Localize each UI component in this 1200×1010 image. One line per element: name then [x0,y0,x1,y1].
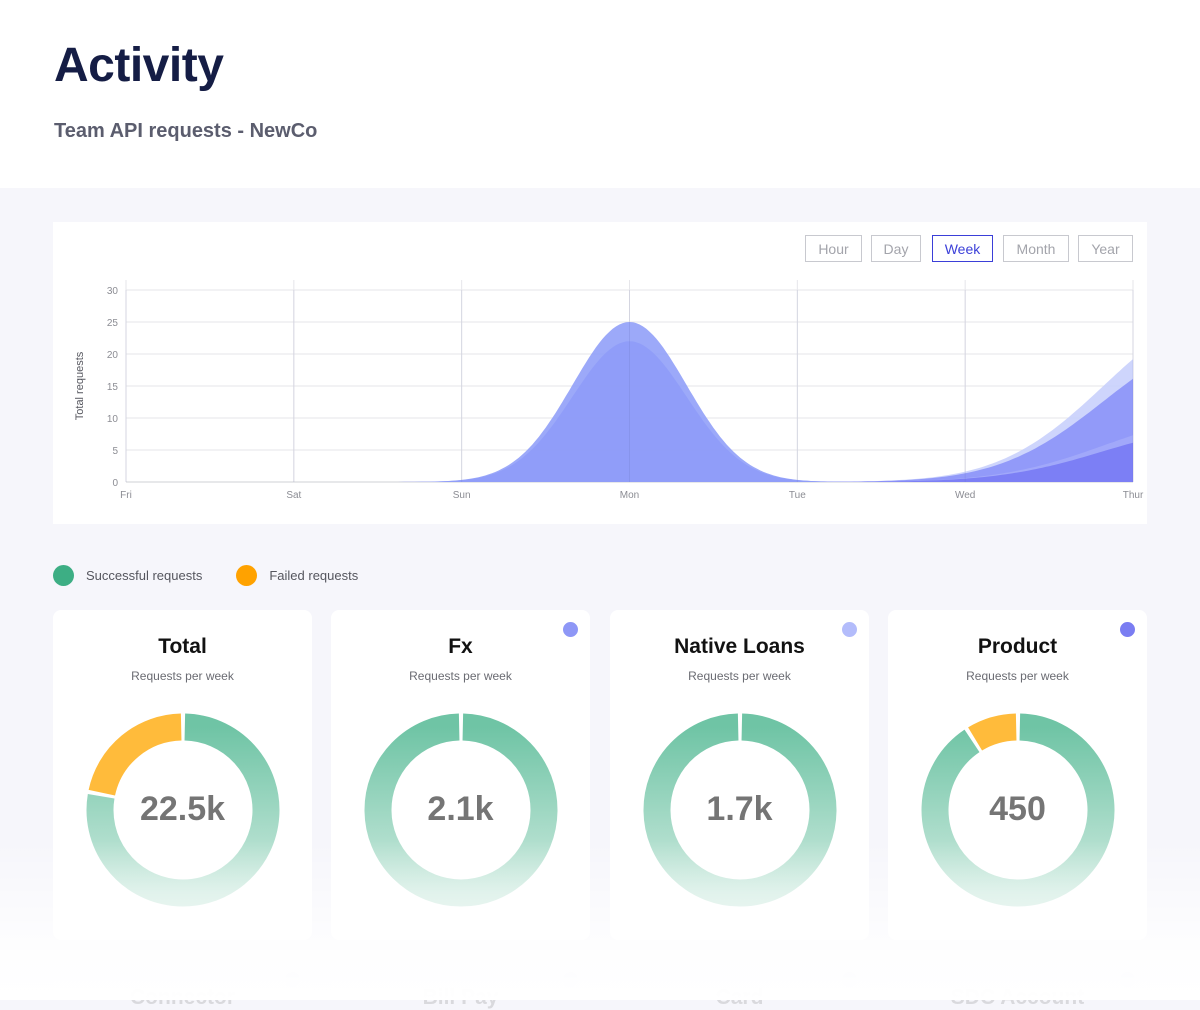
range-year-button[interactable]: Year [1078,235,1133,262]
range-month-button[interactable]: Month [1003,235,1069,262]
y-tick-label: 20 [107,350,119,361]
series-color-dot [842,972,857,987]
donut-value: 1.7k [706,790,773,828]
series-color-dot [563,622,578,637]
card-subtitle: Requests per week [966,669,1069,683]
y-tick-label: 15 [107,382,119,393]
chart-legend: Successful requests Failed requests [53,565,392,586]
series-color-dot [1120,972,1135,987]
card-total[interactable]: Total Requests per week 22.5k [53,610,312,940]
card-native-loans[interactable]: Native Loans Requests per week 1.7k [610,610,869,940]
card-title: Connector [130,986,235,1009]
donut-failed-arc [968,713,1018,751]
card-title: Total [158,635,207,658]
y-tick-label: 10 [107,414,119,425]
legend-item: Failed requests [236,565,358,586]
y-tick-label: 25 [107,318,119,329]
y-axis-label: Total requests [74,351,86,420]
card-connector[interactable]: Connector [53,960,312,1009]
x-tick-label: Sat [286,490,301,501]
x-tick-label: Mon [620,490,639,501]
card-subtitle: Requests per week [131,669,234,683]
card-subtitle: Requests per week [409,669,512,683]
area-series-series-5 [126,442,1133,482]
series-color-dot [563,972,578,987]
x-tick-label: Wed [955,490,975,501]
legend-label: Failed requests [269,568,359,583]
card-card[interactable]: Card [610,960,869,1009]
card-title: Product [977,635,1058,658]
y-tick-label: 5 [112,446,118,457]
legend-swatch [236,565,258,586]
card-title: SDC Account [950,986,1085,1009]
card-bill-pay[interactable]: Bill Pay [331,960,590,1009]
x-tick-label: Sun [453,490,471,501]
donut-value: 450 [989,790,1046,828]
page-header: Activity Team API requests - NewCo [0,0,1200,188]
card-sdc-account[interactable]: SDC Account [888,960,1147,1009]
card-title: Native Loans [674,635,805,658]
series-color-dot [842,622,857,637]
legend-swatch [53,565,74,586]
card-title: Bill Pay [422,986,499,1009]
page-subtitle: Team API requests - NewCo [54,120,318,142]
range-week-button[interactable]: Week [932,235,993,262]
series-color-dot [1120,622,1135,637]
donut-value: 2.1k [427,790,494,828]
requests-area-chart: 0 5 10 15 20 25 30 Fri Sat Sun Mon Tue Wed Thur Total … [74,280,1144,501]
legend-label: Successful requests [86,568,203,583]
y-tick-label: 0 [112,478,118,489]
x-tick-label: Thur [1123,490,1144,501]
card-fx[interactable]: Fx Requests per week 2.1k [331,610,590,940]
card-title: Fx [448,635,473,658]
card-subtitle: Requests per week [688,669,791,683]
x-tick-label: Fri [120,490,132,501]
range-day-button[interactable]: Day [871,235,921,262]
range-hour-button[interactable]: Hour [805,235,862,262]
area-series-fx [126,322,1133,482]
requests-chart-card: Hour Day Week Month Year 0 5 10 15 20 25 30 Fri Sat S… [53,222,1147,524]
page-title: Activity [54,39,224,92]
y-tick-label: 30 [107,286,119,297]
donut-value: 22.5k [139,790,226,828]
series-color-dot [285,972,300,987]
donut-failed-arc [88,713,182,796]
card-title: Card [715,986,764,1009]
legend-item: Successful requests [53,565,202,586]
x-tick-label: Tue [789,490,806,501]
card-product[interactable]: Product Requests per week 450 [888,610,1147,940]
